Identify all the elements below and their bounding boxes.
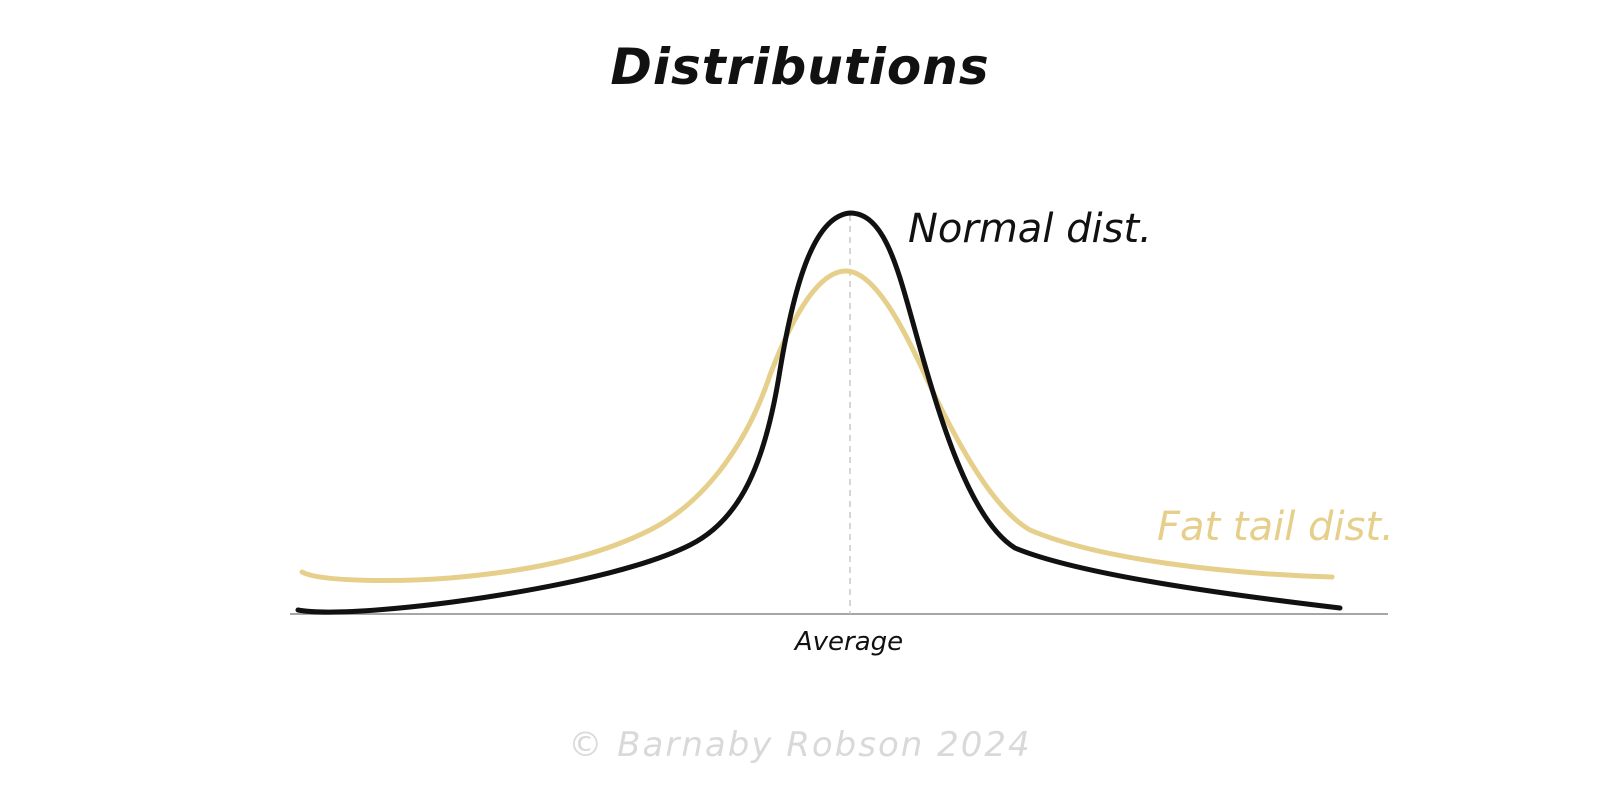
diagram-title: Distributions (610, 38, 990, 96)
average-label: Average (793, 627, 903, 657)
fat-tail-dist-label: Fat tail dist. (1157, 504, 1394, 550)
fat-tail-curve (299, 268, 1335, 583)
normal-dist-label: Normal dist. (908, 206, 1152, 252)
copyright-notice: © Barnaby Robson 2024 (568, 725, 1032, 765)
normal-curve (295, 210, 1343, 615)
